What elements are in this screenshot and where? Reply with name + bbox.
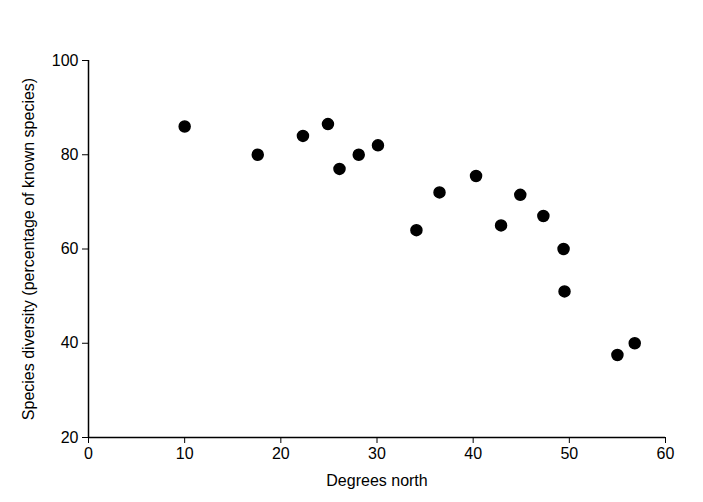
svg-text:60: 60: [61, 240, 79, 257]
svg-text:60: 60: [657, 445, 675, 462]
svg-text:50: 50: [560, 445, 578, 462]
svg-text:20: 20: [272, 445, 290, 462]
svg-text:80: 80: [61, 146, 79, 163]
svg-text:Degrees north: Degrees north: [326, 472, 427, 489]
svg-text:40: 40: [464, 445, 482, 462]
svg-text:40: 40: [61, 334, 79, 351]
svg-text:20: 20: [61, 429, 79, 446]
svg-text:Species diversity (percentage: Species diversity (percentage of known s…: [20, 78, 37, 420]
svg-text:100: 100: [52, 52, 79, 69]
svg-text:30: 30: [368, 445, 386, 462]
svg-text:0: 0: [84, 445, 93, 462]
svg-text:10: 10: [176, 445, 194, 462]
